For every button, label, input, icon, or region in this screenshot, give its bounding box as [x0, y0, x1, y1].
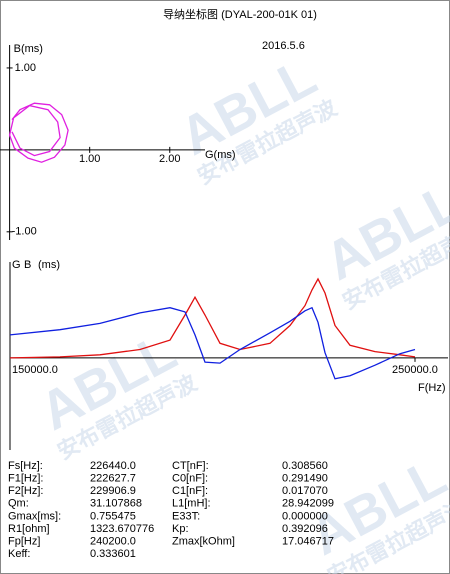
param-value: 28.942099 [282, 498, 334, 510]
legend-entry: G [12, 259, 21, 271]
param-value: 0.017070 [282, 485, 328, 497]
param-label: F2[Hz]: [8, 485, 43, 497]
param-label: Keff: [8, 548, 30, 560]
param-value: 0.308560 [282, 460, 328, 472]
y-axis-label: (ms) [38, 259, 60, 271]
series-line [9, 306, 416, 380]
param-label: Kp: [172, 523, 189, 535]
param-label: Gmax[ms]: [8, 510, 61, 522]
param-value: 0.000000 [282, 510, 328, 522]
param-value: 31.107868 [90, 498, 142, 510]
legend-entry: B [24, 259, 31, 271]
y-axis-label: B(ms) [14, 43, 43, 55]
y-tick-label: -1.00 [12, 226, 37, 238]
param-label: Qm: [8, 498, 29, 510]
series-line [9, 277, 416, 359]
param-label: Fp[Hz] [8, 536, 40, 548]
param-value: 0.333601 [90, 548, 136, 560]
param-value: 17.046717 [282, 536, 334, 548]
param-value: 226440.0 [90, 460, 136, 472]
x-tick-label: 2.00 [159, 153, 180, 165]
x-axis-label: F(Hz) [418, 382, 446, 394]
param-value: 0.291490 [282, 473, 328, 485]
admittance-curve [8, 102, 69, 163]
param-label: L1[mH]: [172, 498, 211, 510]
param-label: Zmax[kOhm] [172, 536, 235, 548]
x-tick-label: 150000.0 [12, 364, 58, 376]
param-value: 0.755475 [90, 510, 136, 522]
param-label: Fs[Hz]: [8, 460, 43, 472]
param-label: C1[nF]: [172, 485, 208, 497]
title: 导纳坐标图 (DYAL-200-01K 01) [163, 7, 317, 21]
x-axis-label: G(ms) [205, 149, 236, 161]
x-tick-label: 1.00 [79, 153, 100, 165]
param-label: R1[ohm] [8, 523, 50, 535]
param-value: 0.392096 [282, 523, 328, 535]
x-tick-label: 250000.0 [392, 364, 438, 376]
param-label: F1[Hz]: [8, 473, 43, 485]
param-value: 229906.9 [90, 485, 136, 497]
param-label: C0[nF]: [172, 473, 208, 485]
param-value: 222627.7 [90, 473, 136, 485]
y-tick-label: 1.00 [15, 62, 36, 74]
param-value: 1323.670776 [90, 523, 154, 535]
param-label: E33T: [172, 510, 200, 522]
param-label: CT[nF]: [172, 460, 209, 472]
date: 2016.5.6 [262, 40, 305, 52]
param-value: 240200.0 [90, 536, 136, 548]
